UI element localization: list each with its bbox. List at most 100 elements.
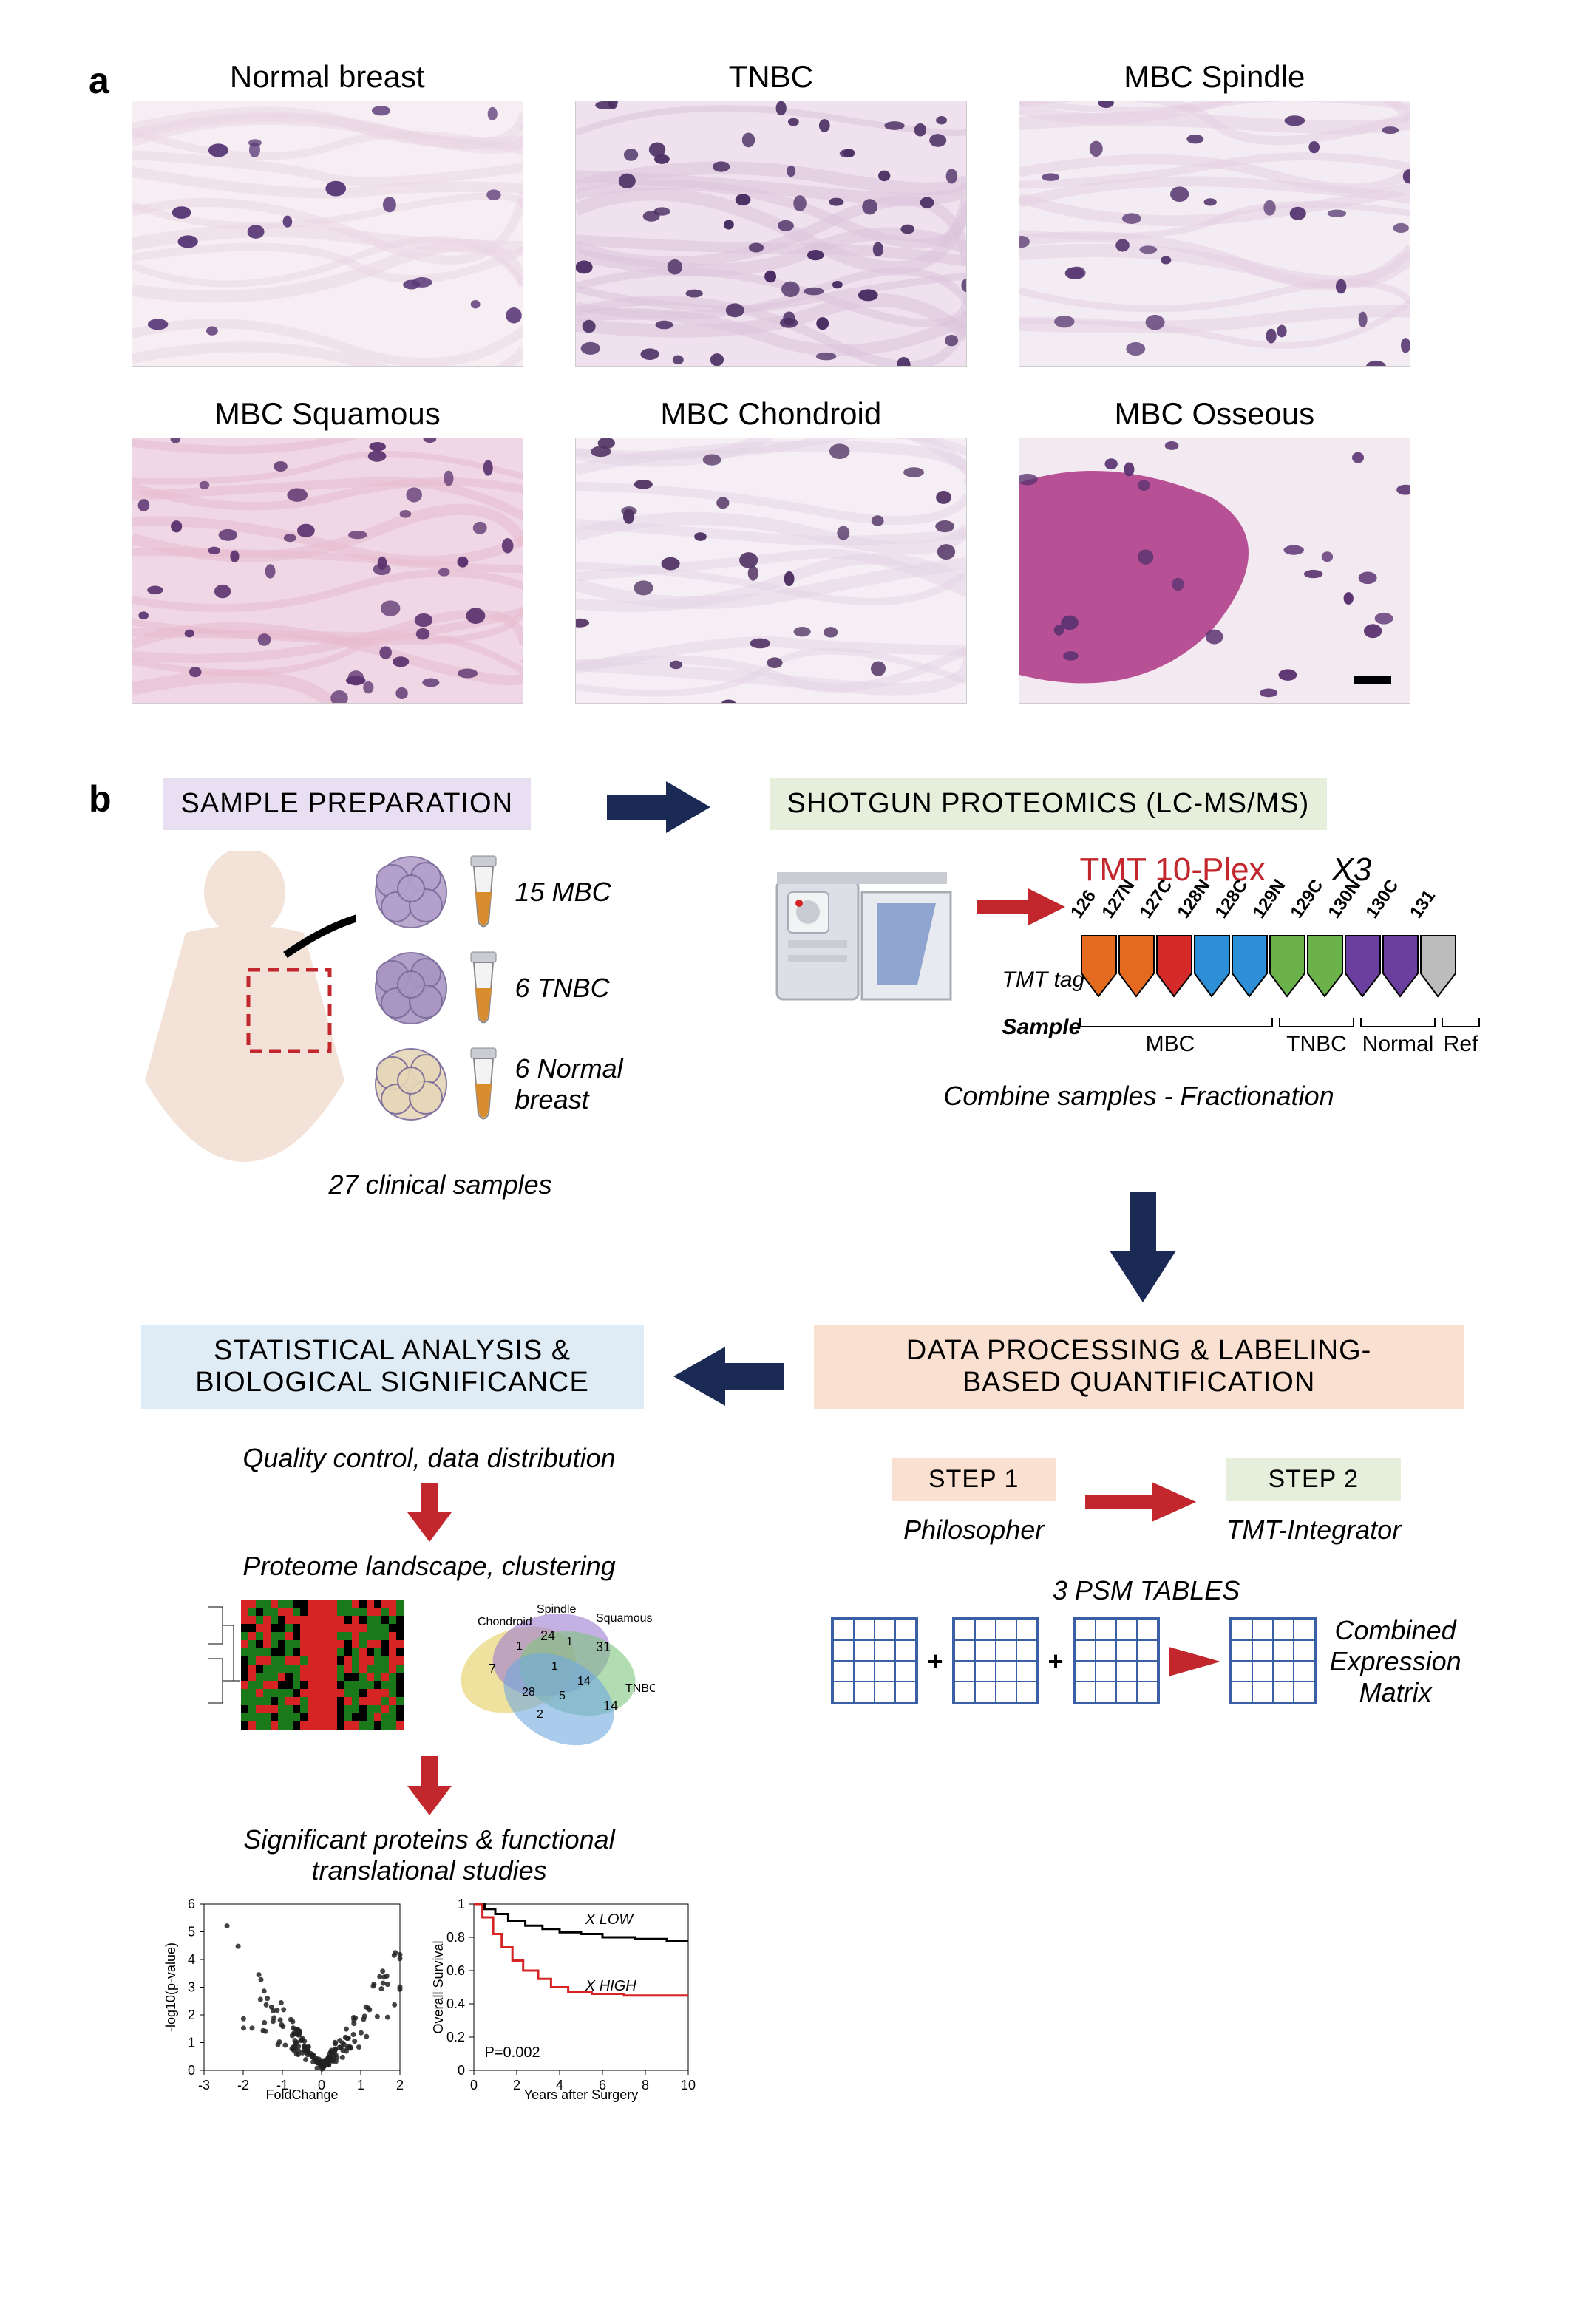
plus-1: + xyxy=(927,1646,943,1677)
svg-text:5: 5 xyxy=(188,1925,195,1940)
svg-text:2: 2 xyxy=(537,1708,543,1721)
svg-text:14: 14 xyxy=(603,1699,618,1713)
svg-text:MBC: MBC xyxy=(1145,1032,1195,1056)
svg-text:0: 0 xyxy=(470,2078,478,2093)
step1-box: STEP 1 xyxy=(892,1458,1056,1501)
svg-text:28: 28 xyxy=(522,1686,535,1699)
svg-text:1: 1 xyxy=(551,1660,558,1673)
svg-text:Years after Surgery: Years after Surgery xyxy=(523,2087,637,2102)
histology-title: TNBC xyxy=(729,59,813,95)
histology-grid: Normal breast TNBC MBC Spindle MBC Squamous… xyxy=(132,59,1410,704)
sample-group-label: 6 Normal breast xyxy=(515,1053,623,1115)
svg-text:FoldChange: FoldChange xyxy=(265,2087,338,2102)
tmt-tag: 127N xyxy=(1116,933,1157,999)
tmt-tag: 129N xyxy=(1267,933,1308,999)
svg-text:0.2: 0.2 xyxy=(446,2030,465,2044)
arrow-red-down-1 xyxy=(407,1483,452,1542)
histology-cell: MBC Chondroid xyxy=(575,396,967,704)
svg-text:10: 10 xyxy=(681,2078,696,2093)
svg-text:7: 7 xyxy=(489,1662,496,1676)
tmt-brackets: MBC TNBC Normal Ref xyxy=(1074,1010,1503,1070)
svg-text:0: 0 xyxy=(188,2063,195,2078)
tmt-tag: 126 xyxy=(1079,933,1119,999)
psm-table-icon xyxy=(831,1617,918,1704)
stats-sig: Significant proteins & functional transl… xyxy=(141,1824,718,1886)
panel-b-label: b xyxy=(89,778,112,820)
svg-text:Chondroid: Chondroid xyxy=(478,1616,532,1628)
svg-text:Ref: Ref xyxy=(1443,1032,1478,1056)
psm-table-icon xyxy=(1229,1617,1317,1704)
plus-2: + xyxy=(1048,1646,1064,1677)
svg-text:TNBC: TNBC xyxy=(625,1682,655,1695)
step2-box: STEP 2 xyxy=(1226,1458,1401,1501)
svg-text:1: 1 xyxy=(188,2036,195,2050)
psm-table-icon xyxy=(1073,1617,1160,1704)
histology-title: MBC Spindle xyxy=(1124,59,1305,95)
svg-text:24: 24 xyxy=(540,1628,555,1643)
svg-text:5: 5 xyxy=(559,1690,566,1702)
svg-text:2: 2 xyxy=(396,2078,404,2093)
histology-title: MBC Chondroid xyxy=(660,396,881,432)
header-sample-prep: SAMPLE PREPARATION xyxy=(163,778,531,830)
histology-title: MBC Osseous xyxy=(1114,396,1314,432)
step1-label: Philosopher xyxy=(892,1515,1056,1546)
tmt-tag: 130N xyxy=(1342,933,1383,999)
panel-a-label: a xyxy=(89,59,109,102)
sample-group-label: 15 MBC xyxy=(515,877,611,908)
arrow-left-1 xyxy=(673,1347,784,1406)
histology-cell: MBC Osseous xyxy=(1019,396,1410,704)
sample-group-row: 15 MBC xyxy=(370,851,623,933)
svg-text:0.6: 0.6 xyxy=(446,1963,465,1978)
svg-text:1: 1 xyxy=(458,1897,465,1911)
arrow-red-tmt xyxy=(977,888,1065,925)
psm-table-icon xyxy=(952,1617,1039,1704)
sample-group-row: 6 TNBC xyxy=(370,948,623,1029)
svg-text:0.4: 0.4 xyxy=(446,1996,465,2011)
km-plot: 024681000.20.40.60.81Years after Surgery… xyxy=(429,1897,696,2104)
arrow-down-1 xyxy=(1110,1192,1176,1302)
tmt-tag: 128N xyxy=(1192,933,1232,999)
volcano-plot: -3-2-10120123456FoldChange-log10(p-value… xyxy=(163,1897,407,2104)
svg-text:-log10(p-value): -log10(p-value) xyxy=(163,1942,178,2032)
svg-text:TNBC: TNBC xyxy=(1286,1032,1347,1056)
svg-text:6: 6 xyxy=(188,1897,195,1911)
tmt-tag: 130C xyxy=(1380,933,1421,999)
workflow-diagram: SAMPLE PREPARATION SHOTGUN PROTEOMICS (L… xyxy=(134,778,1507,2256)
svg-text:Squamous: Squamous xyxy=(596,1612,653,1625)
combined-matrix-label: Combined Expression Matrix xyxy=(1330,1615,1461,1708)
total-samples: 27 clinical samples xyxy=(134,1169,747,1200)
arrow-right-1 xyxy=(607,781,710,833)
venn-icon: Chondroid Spindle Squamous TNBC 7 24 31 … xyxy=(448,1592,655,1747)
tmt-tag: 128C xyxy=(1229,933,1270,999)
step2-label: TMT-Integrator xyxy=(1226,1515,1401,1546)
histology-title: MBC Squamous xyxy=(214,396,441,432)
svg-text:31: 31 xyxy=(596,1639,611,1654)
svg-text:-2: -2 xyxy=(237,2078,249,2093)
svg-text:Overall Survival: Overall Survival xyxy=(431,1940,446,2033)
histology-cell: MBC Squamous xyxy=(132,396,523,704)
svg-text:2: 2 xyxy=(513,2078,520,2093)
header-shotgun: SHOTGUN PROTEOMICS (LC-MS/MS) xyxy=(770,778,1328,830)
svg-text:P=0.002: P=0.002 xyxy=(484,2044,540,2061)
header-processing: DATA PROCESSING & LABELING- BASED QUANTI… xyxy=(814,1325,1464,1409)
sample-group-label: 6 TNBC xyxy=(515,973,610,1004)
svg-text:-3: -3 xyxy=(198,2078,210,2093)
header-stats: STATISTICAL ANALYSIS & BIOLOGICAL SIGNIF… xyxy=(141,1325,644,1409)
stats-qc: Quality control, data distribution xyxy=(141,1443,718,1474)
svg-text:1: 1 xyxy=(516,1640,523,1653)
svg-text:4: 4 xyxy=(188,1952,195,1967)
combine-subtitle: Combine samples - Fractionation xyxy=(770,1081,1509,1112)
svg-text:Normal: Normal xyxy=(1362,1032,1433,1056)
svg-text:Spindle: Spindle xyxy=(537,1603,576,1616)
heatmap-icon xyxy=(204,1592,426,1747)
tmt-tag: 131 xyxy=(1418,933,1459,999)
svg-text:1: 1 xyxy=(566,1636,573,1648)
arrow-red-psm xyxy=(1169,1639,1220,1684)
tmt-tag: 129C xyxy=(1305,933,1345,999)
svg-text:1: 1 xyxy=(357,2078,364,2093)
svg-text:X HIGH: X HIGH xyxy=(584,1978,636,1994)
svg-text:3: 3 xyxy=(188,1980,195,1995)
svg-text:0.8: 0.8 xyxy=(446,1930,465,1945)
svg-text:2: 2 xyxy=(188,2008,195,2022)
histology-title: Normal breast xyxy=(230,59,425,95)
